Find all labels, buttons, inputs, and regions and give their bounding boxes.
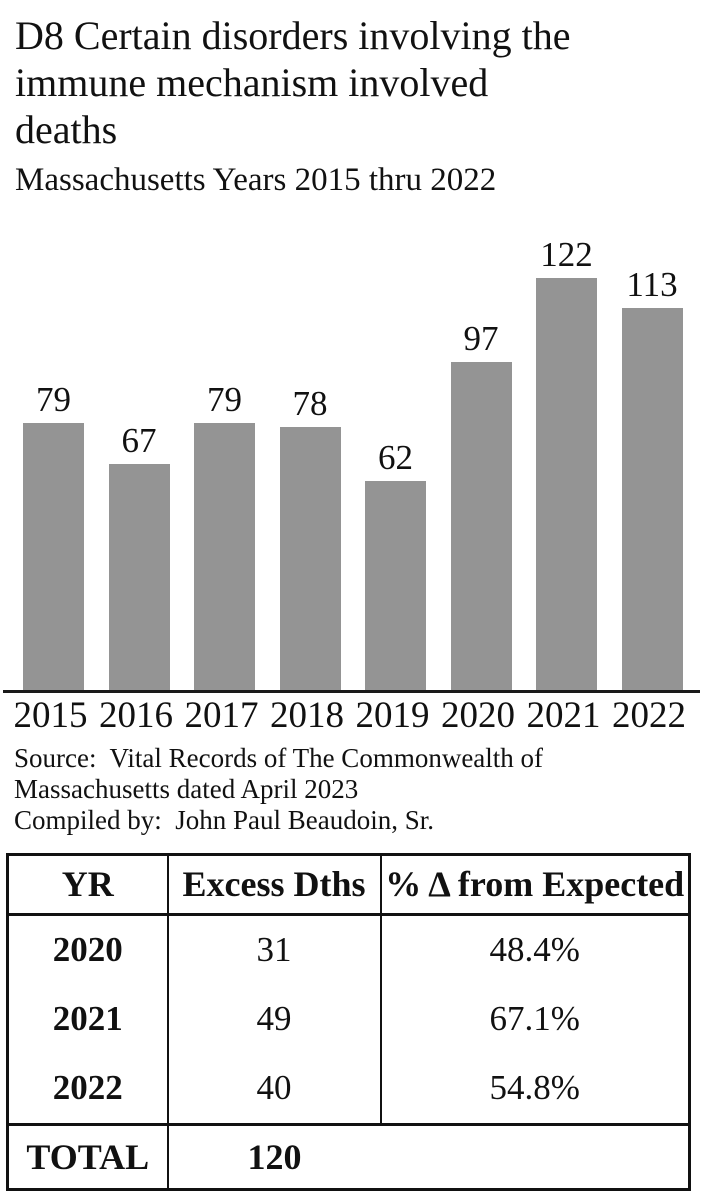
excess-deaths-table: YR Excess Dths % Δ from Expected 2020 31 4… xyxy=(6,852,691,1191)
total-row: TOTAL 120 xyxy=(6,1122,691,1191)
total-empty-cell xyxy=(380,1122,691,1191)
x-tick-label: 2021 xyxy=(526,695,601,736)
title-line-3: deaths xyxy=(15,107,118,152)
x-tick-2015: 2015 xyxy=(14,695,88,737)
x-tick-2019: 2019 xyxy=(356,695,430,737)
bar xyxy=(279,427,341,690)
cell-excess-deaths: 40 xyxy=(166,1053,382,1125)
col-header-yr: YR xyxy=(6,853,169,916)
bar-value-label: 79 xyxy=(207,380,242,419)
table-row-2020: 2020 31 48.4% xyxy=(6,914,691,985)
chart-header: D8 Certain disorders involving the immun… xyxy=(0,0,703,199)
bar-column-2019: 62 xyxy=(365,440,426,690)
source-line-1: Source: Vital Records of The Commonwealt… xyxy=(14,742,544,773)
x-tick-2020: 2020 xyxy=(441,695,515,737)
cell-year: 2021 xyxy=(6,984,169,1054)
plot-area: 79 67 79 78 62 97 122 113 xyxy=(3,237,700,693)
bar-column-2017: 79 xyxy=(194,382,255,690)
compiled-by-line: Compiled by: John Paul Beaudoin, Sr. xyxy=(14,804,435,835)
bar xyxy=(365,481,426,690)
x-tick-2017: 2017 xyxy=(185,695,259,737)
title-line-1: D8 Certain disorders involving the xyxy=(15,13,571,58)
bar-value-label: 79 xyxy=(36,380,71,419)
bar-column-2016: 67 xyxy=(108,421,170,690)
table-row-2022: 2022 40 54.8% xyxy=(6,1053,691,1125)
bar xyxy=(536,278,597,690)
title-line-2: immune mechanism involved xyxy=(15,60,489,105)
total-value: 120 xyxy=(166,1122,381,1191)
bar-chart: 79 67 79 78 62 97 122 113 2015 2016 2017 2018 2019 2… xyxy=(0,237,703,737)
x-tick-label: 2016 xyxy=(99,695,173,736)
chart-title: D8 Certain disorders involving the immun… xyxy=(0,0,703,153)
cell-pct-from-expected: 67.1% xyxy=(379,984,691,1054)
x-tick-label: 2022 xyxy=(612,695,686,736)
x-tick-label: 2015 xyxy=(13,695,88,736)
total-label: TOTAL xyxy=(6,1122,169,1191)
bar-column-2022: 113 xyxy=(621,265,683,690)
bar-value-label: 122 xyxy=(540,235,593,274)
bar xyxy=(108,464,170,690)
cell-year: 2022 xyxy=(6,1053,169,1125)
cell-excess-deaths: 31 xyxy=(166,914,382,985)
table-header-row: YR Excess Dths % Δ from Expected xyxy=(6,853,691,916)
source-note: Source: Vital Records of The Commonwealt… xyxy=(0,737,703,836)
cell-pct-from-expected: 48.4% xyxy=(379,914,691,985)
bar xyxy=(450,362,512,690)
cell-pct-from-expected: 54.8% xyxy=(379,1053,691,1125)
bar-column-2021: 122 xyxy=(536,237,597,690)
chart-subtitle: Massachusetts Years 2015 thru 2022 xyxy=(15,162,497,198)
x-tick-label: 2019 xyxy=(355,695,430,736)
x-tick-2021: 2021 xyxy=(527,695,601,737)
bar-value-label: 62 xyxy=(378,438,413,477)
x-tick-2016: 2016 xyxy=(99,695,173,737)
bar-column-2020: 97 xyxy=(450,319,512,690)
bar-value-label: 113 xyxy=(626,265,678,304)
col-header-excess-dths: Excess Dths xyxy=(166,853,382,916)
bar-value-label: 97 xyxy=(463,319,499,358)
x-tick-2022: 2022 xyxy=(612,695,686,737)
bar xyxy=(194,423,255,690)
bar-column-2015: 79 xyxy=(23,382,84,690)
source-line-2: Massachusetts dated April 2023 xyxy=(14,773,359,804)
table-row-2021: 2021 49 67.1% xyxy=(6,984,691,1054)
bar-value-label: 67 xyxy=(121,421,157,460)
x-axis-labels: 2015 2016 2017 2018 2019 2020 2021 2022 xyxy=(0,695,703,737)
x-tick-label: 2020 xyxy=(441,695,515,736)
bar-value-label: 78 xyxy=(292,384,328,423)
x-tick-label: 2018 xyxy=(270,695,344,736)
cell-excess-deaths: 49 xyxy=(166,984,382,1054)
bar-column-2018: 78 xyxy=(279,384,341,690)
bar xyxy=(621,308,683,690)
x-tick-2018: 2018 xyxy=(270,695,344,737)
col-header-pct-delta: % Δ from Expected xyxy=(379,853,691,916)
cell-year: 2020 xyxy=(6,914,169,985)
x-tick-label: 2017 xyxy=(184,695,259,736)
bar xyxy=(23,423,84,690)
